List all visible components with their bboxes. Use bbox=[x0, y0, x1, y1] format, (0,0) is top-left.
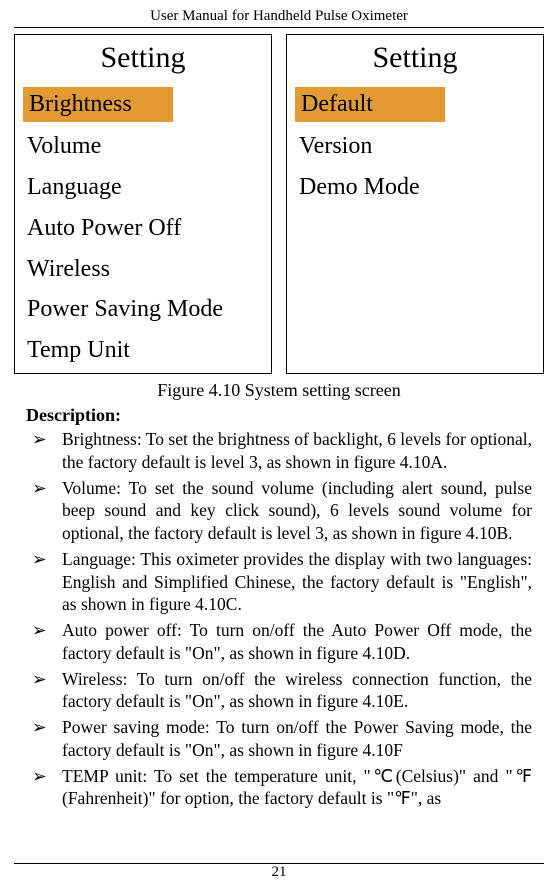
list-item: ➢Power saving mode: To turn on/off the P… bbox=[26, 716, 532, 762]
chevron-icon: ➢ bbox=[26, 668, 62, 714]
chevron-icon: ➢ bbox=[26, 716, 62, 762]
description-block: Description: ➢Brightness: To set the bri… bbox=[14, 405, 544, 810]
bullet-text: Volume: To set the sound volume (includi… bbox=[62, 477, 532, 545]
panel-right-items: Default VersionDemo Mode bbox=[295, 87, 535, 208]
menu-item[interactable]: Demo Mode bbox=[295, 167, 535, 208]
menu-item[interactable]: Volume bbox=[23, 126, 263, 167]
bullet-text: TEMP unit: To set the temperature unit, … bbox=[62, 765, 532, 811]
menu-item[interactable]: Auto Power Off bbox=[23, 208, 263, 249]
panel-right: Setting Default VersionDemo Mode bbox=[286, 34, 544, 374]
menu-item[interactable]: Default bbox=[295, 87, 445, 122]
chevron-icon: ➢ bbox=[26, 428, 62, 474]
panel-left-title: Setting bbox=[23, 41, 263, 75]
page-footer: 21 bbox=[14, 863, 544, 881]
menu-item[interactable]: Temp Unit bbox=[23, 330, 263, 371]
list-item: ➢Language: This oximeter provides the di… bbox=[26, 548, 532, 616]
list-item: ➢Auto power off: To turn on/off the Auto… bbox=[26, 619, 532, 665]
chevron-icon: ➢ bbox=[26, 477, 62, 545]
panel-left-items: Brightness VolumeLanguageAuto Power OffWi… bbox=[23, 87, 263, 371]
list-item: ➢Wireless: To turn on/off the wireless c… bbox=[26, 668, 532, 714]
menu-item[interactable]: Language bbox=[23, 167, 263, 208]
page-header: User Manual for Handheld Pulse Oximeter bbox=[14, 8, 544, 28]
bullet-list: ➢Brightness: To set the brightness of ba… bbox=[26, 428, 532, 810]
panel-right-title: Setting bbox=[295, 41, 535, 75]
bullet-text: Brightness: To set the brightness of bac… bbox=[62, 428, 532, 474]
chevron-icon: ➢ bbox=[26, 548, 62, 616]
bullet-text: Auto power off: To turn on/off the Auto … bbox=[62, 619, 532, 665]
description-title: Description: bbox=[26, 405, 532, 426]
bullet-text: Power saving mode: To turn on/off the Po… bbox=[62, 716, 532, 762]
menu-item[interactable]: Version bbox=[295, 126, 535, 167]
menu-item[interactable]: Power Saving Mode bbox=[23, 289, 263, 330]
menu-item[interactable]: Wireless bbox=[23, 249, 263, 290]
list-item: ➢Brightness: To set the brightness of ba… bbox=[26, 428, 532, 474]
page-number: 21 bbox=[14, 863, 544, 881]
bullet-text: Language: This oximeter provides the dis… bbox=[62, 548, 532, 616]
bullet-text: Wireless: To turn on/off the wireless co… bbox=[62, 668, 532, 714]
chevron-icon: ➢ bbox=[26, 619, 62, 665]
list-item: ➢TEMP unit: To set the temperature unit,… bbox=[26, 765, 532, 811]
panels-row: Setting Brightness VolumeLanguageAuto Pow… bbox=[14, 34, 544, 374]
chevron-icon: ➢ bbox=[26, 765, 62, 811]
menu-item[interactable]: Brightness bbox=[23, 87, 173, 122]
panel-left: Setting Brightness VolumeLanguageAuto Pow… bbox=[14, 34, 272, 374]
list-item: ➢Volume: To set the sound volume (includ… bbox=[26, 477, 532, 545]
figure-caption: Figure 4.10 System setting screen bbox=[14, 380, 544, 401]
